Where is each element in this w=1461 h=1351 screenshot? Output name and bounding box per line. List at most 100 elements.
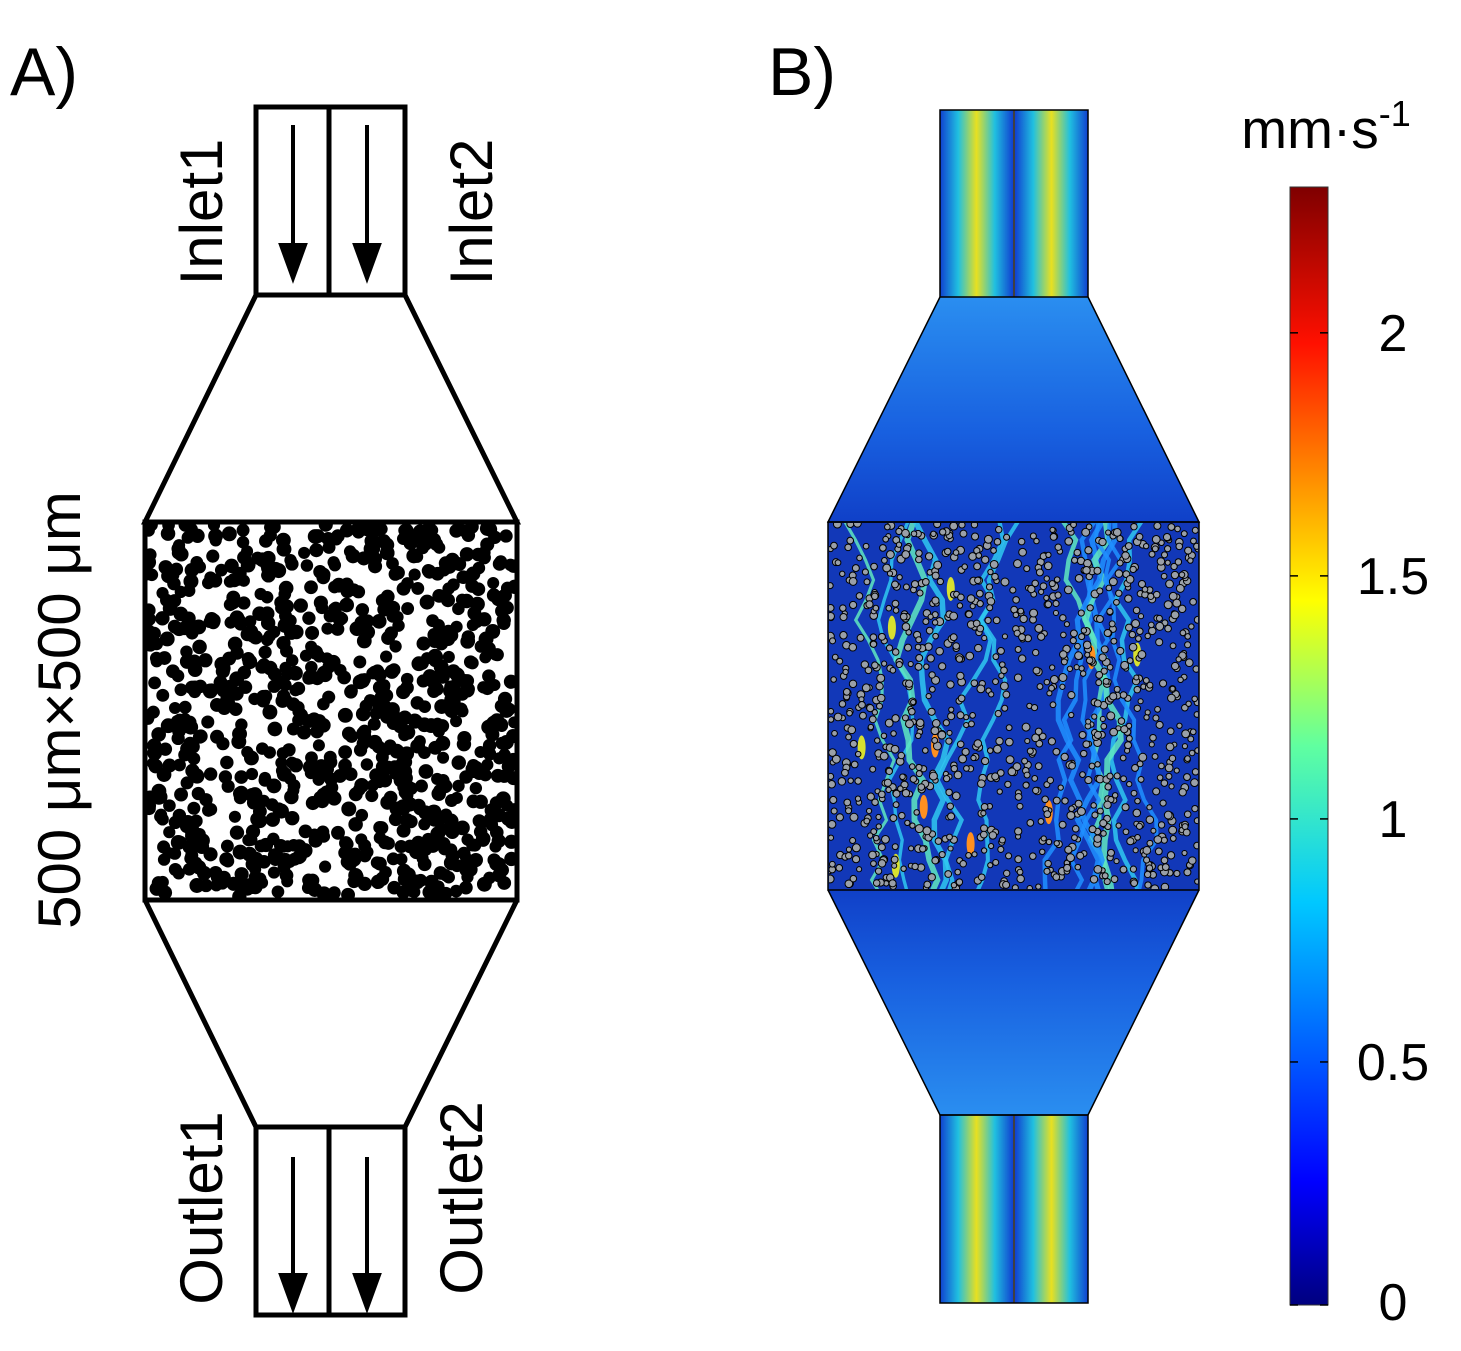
grain xyxy=(389,802,404,817)
grain xyxy=(1058,673,1068,682)
grain xyxy=(300,559,314,572)
grain xyxy=(898,811,906,820)
grain xyxy=(1113,598,1120,606)
grain xyxy=(261,568,274,582)
grain xyxy=(1160,836,1168,844)
grain xyxy=(1119,865,1128,874)
grain xyxy=(932,632,939,640)
inlet-label: Inlet2 xyxy=(438,139,505,286)
grain xyxy=(987,862,994,869)
grain xyxy=(829,582,834,590)
grain xyxy=(944,870,953,878)
grain xyxy=(367,734,383,750)
grain xyxy=(1034,623,1044,633)
grain xyxy=(400,724,416,740)
grain xyxy=(983,534,993,544)
grain xyxy=(1135,822,1143,830)
grain xyxy=(397,871,413,887)
grain xyxy=(971,851,978,858)
grain xyxy=(1029,608,1039,618)
grain xyxy=(285,557,299,571)
colorbar-tick-label: 0.5 xyxy=(1357,1034,1429,1092)
grain xyxy=(995,525,1003,534)
grain xyxy=(961,563,968,570)
grain xyxy=(1193,711,1198,718)
grain xyxy=(1030,703,1039,712)
grain xyxy=(1122,828,1130,836)
grain xyxy=(1016,874,1025,884)
grain xyxy=(1165,742,1175,752)
grain xyxy=(1106,607,1114,616)
grain xyxy=(829,860,836,868)
grain xyxy=(835,864,844,872)
grain xyxy=(374,821,389,835)
grain xyxy=(1193,615,1198,624)
grain xyxy=(901,714,909,722)
grain xyxy=(217,701,232,716)
grain xyxy=(919,845,927,853)
grain xyxy=(970,754,977,762)
grain xyxy=(865,600,874,609)
grain xyxy=(156,813,169,826)
grain xyxy=(1146,839,1154,847)
grain xyxy=(829,874,835,884)
grain xyxy=(284,614,297,628)
grain xyxy=(1126,657,1134,664)
grain xyxy=(1183,810,1192,819)
grain xyxy=(1191,695,1198,703)
grain xyxy=(989,559,999,569)
grain xyxy=(957,694,966,703)
grain xyxy=(436,837,451,851)
grain xyxy=(956,711,965,720)
grain xyxy=(1049,664,1056,671)
grain xyxy=(1049,675,1059,684)
grain xyxy=(472,814,486,828)
grain xyxy=(1013,673,1023,682)
grain xyxy=(245,767,259,781)
grain xyxy=(859,711,867,720)
grain xyxy=(404,781,418,795)
grain xyxy=(979,830,988,839)
grain xyxy=(207,524,221,532)
grain xyxy=(1177,604,1187,614)
grain xyxy=(1068,805,1075,813)
grain xyxy=(234,878,249,893)
grain xyxy=(326,654,341,670)
grain xyxy=(147,705,160,719)
grain xyxy=(204,571,217,584)
grain xyxy=(206,549,220,563)
grain xyxy=(1152,714,1160,722)
grain xyxy=(447,578,460,591)
grain xyxy=(1106,772,1114,780)
grain xyxy=(461,856,477,872)
grain xyxy=(307,712,322,727)
grain xyxy=(1093,864,1103,874)
grain xyxy=(433,810,448,825)
grain xyxy=(845,851,853,860)
grain xyxy=(500,581,515,595)
grain xyxy=(1135,532,1144,541)
grain xyxy=(886,570,894,577)
grain xyxy=(1109,692,1118,701)
grain xyxy=(1029,852,1037,860)
grain xyxy=(1093,699,1102,708)
grain xyxy=(1093,566,1102,575)
grain xyxy=(251,796,265,809)
grain xyxy=(1166,727,1175,736)
grain xyxy=(1082,566,1091,575)
grain xyxy=(187,801,201,815)
grain xyxy=(1175,542,1184,551)
grain xyxy=(276,541,292,557)
grain xyxy=(1023,771,1031,779)
grain xyxy=(946,833,953,841)
grain xyxy=(271,885,285,898)
grain xyxy=(976,684,986,694)
grain xyxy=(440,593,455,608)
grain xyxy=(928,671,936,679)
grain xyxy=(305,640,318,653)
grain xyxy=(1085,718,1092,725)
grain xyxy=(844,543,852,552)
grain xyxy=(1177,676,1184,684)
grain xyxy=(492,557,507,571)
grain xyxy=(157,853,171,866)
